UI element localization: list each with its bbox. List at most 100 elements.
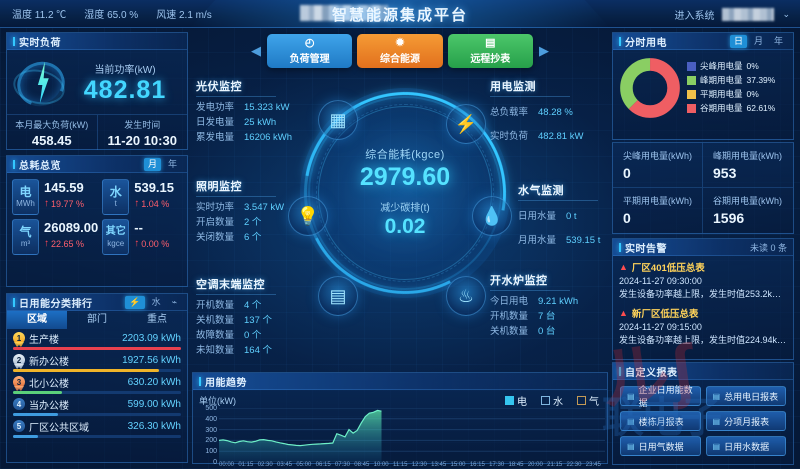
gas-badge: 气 m³ [12, 219, 39, 255]
rank-value: 326.30 kWh [127, 420, 181, 432]
hvac-monitoring-module[interactable]: 空调末端监控 开机数量 4 个 关机数量 137 个 故障数量 0 个 未知数量 164… [196, 276, 328, 358]
tab-day[interactable]: 日 [729, 34, 747, 48]
energy-tab-gas[interactable]: ⌁ [171, 296, 177, 307]
header-actions[interactable]: 进入系统 ⌄ [674, 7, 790, 22]
tab-month[interactable]: 月 [143, 157, 161, 171]
daily-ranking-title: 日用能分类排行 [19, 298, 93, 310]
list-item[interactable]: 5 厂区公共区域 326.30 kWh [13, 419, 181, 438]
weather-strip: 温度 11.2 ℃ 湿度 65.0 % 风速 2.1 m/s [12, 6, 212, 21]
total-consumption-title: 总耗总览 [19, 160, 61, 172]
alarm-time: 2024-11-27 09:30:00 [619, 276, 702, 286]
water-drop-icon[interactable]: 💧 [472, 196, 512, 236]
boiler-row-value: 9.21 kWh [538, 296, 579, 307]
tab-area[interactable]: 区域 [7, 311, 67, 329]
boiler-row-value: 7 台 [538, 311, 556, 322]
hvac-row-label: 开机数量 [196, 300, 235, 311]
rank-value: 1927.56 kWh [122, 354, 181, 366]
tab-year[interactable]: 年 [773, 35, 783, 46]
boiler-monitoring-module[interactable]: 开水炉监控 今日用电 9.21 kWh 开机数量 7 台 关机数量 0 台 [490, 272, 622, 339]
chart-y-tick: 400 [205, 415, 217, 423]
daily-ranking-tabs[interactable]: 区域 部门 重点 [7, 311, 187, 329]
energy-trend-header: 用能趋势 [193, 373, 607, 390]
monthly-max-label: 本月最大负荷(kW) [15, 120, 89, 130]
current-power-label: 当前功率(kW) [94, 65, 156, 76]
tab-key[interactable]: 重点 [147, 314, 167, 325]
report-button-subitem-monthly[interactable]: ▤ 分项月报表 [705, 411, 786, 431]
hvac-row-label: 关机数量 [196, 315, 235, 326]
total-item-other[interactable]: 其它 kgce -- ↑ 0.00 % [102, 219, 182, 255]
list-item[interactable]: 2 新办公楼 1927.56 kWh [13, 353, 181, 372]
daily-ranking-energy-tabs[interactable]: ⚡ 水 ⌁ [125, 295, 181, 309]
arrow-up-icon: ↑ [134, 238, 140, 249]
tab-month[interactable]: 月 [753, 35, 763, 46]
lighting-row-value: 6 个 [244, 232, 262, 243]
hvac-row-label: 未知数量 [196, 345, 235, 356]
total-consumption-period-tabs[interactable]: 月 年 [143, 157, 181, 171]
chart-x-tick: 06:15 [315, 462, 331, 468]
tab-department[interactable]: 部门 [87, 314, 107, 325]
title-marker-icon [13, 36, 15, 46]
list-item[interactable]: ▲ 新厂区低压总表 2024-11-27 09:15:00 发生设备功率越上限，… [619, 306, 787, 346]
time-of-use-header: 分时用电 日 月 年 [613, 33, 793, 50]
report-button-daily-water[interactable]: ▤ 日用水数据 [705, 436, 786, 456]
nav-next-icon[interactable]: ▶ [538, 43, 549, 58]
chart-y-tick: 500 [205, 405, 217, 412]
report-button-daily-gas[interactable]: ▤ 日用气数据 [620, 436, 701, 456]
nav-button-remote-meter[interactable]: ▤ 远程抄表 [447, 34, 533, 68]
boiler-icon[interactable]: ♨ [446, 276, 486, 316]
pv-monitoring-module[interactable]: 光伏监控 发电功率 15.323 kW 日发电量 25 kWh 累发电量 16206 … [196, 78, 328, 145]
water-row-label: 日用水量 [518, 211, 557, 222]
lightbulb-icon[interactable]: 💡 [288, 196, 328, 236]
list-item[interactable]: 1 生产楼 2203.09 kWh [13, 331, 181, 350]
time-of-use-tabs[interactable]: 日 月 年 [729, 34, 787, 48]
chevron-down-icon[interactable]: ⌄ [782, 9, 790, 19]
chart-legend[interactable]: 电 水 气 [505, 393, 599, 408]
total-energy-label: 综合能耗(kgce) [365, 149, 445, 161]
total-item-electricity[interactable]: 电 MWh 145.59 ↑ 19.77 % [12, 179, 98, 215]
tab-year[interactable]: 年 [167, 158, 177, 169]
rank-bar [13, 347, 181, 350]
electricity-bolt-icon[interactable]: ⚡ [446, 104, 486, 144]
legend-electricity[interactable]: 电 [505, 393, 527, 408]
report-icon: ▤ [627, 416, 635, 426]
hvac-title: 空调末端监控 [196, 276, 276, 295]
daily-ranking-header: 日用能分类排行 ⚡ 水 ⌁ [7, 294, 187, 311]
report-button-total-electricity-daily[interactable]: ▤ 总用电日报表 [705, 386, 786, 406]
rank-bar [13, 391, 181, 394]
chart-y-tick: 100 [205, 448, 217, 456]
chart-x-tick: 16:15 [469, 462, 485, 468]
center-nav[interactable]: ◀ ◴ 负荷管理 ✹ 综合能源 ▤ 远程抄表 ▶ [250, 32, 550, 70]
water-gas-monitoring-module[interactable]: 水气监测 日用水量 0 t 月用水量 539.15 t [518, 182, 622, 248]
legend-flat: 平期用电量 0% [687, 87, 787, 101]
total-item-water[interactable]: 水 t 539.15 ↑ 1.04 % [102, 179, 182, 215]
legend-water[interactable]: 水 [541, 393, 563, 408]
nav-button-integrated-energy[interactable]: ✹ 综合能源 [357, 34, 443, 68]
energy-tab-water[interactable]: 水 [151, 296, 161, 307]
nav-prev-icon[interactable]: ◀ [251, 43, 261, 58]
alarm-description: 发生设备功率越上限，发生时值224.94kW... [619, 335, 787, 345]
water-value: 539.15 [134, 180, 174, 195]
chart-x-tick: 13:45 [431, 462, 447, 468]
list-item[interactable]: 4 当办公楼 599.00 kWh [13, 397, 181, 416]
nav-button-load-management[interactable]: ◴ 负荷管理 [267, 34, 353, 68]
legend-gas[interactable]: 气 [577, 393, 599, 408]
list-item[interactable]: ▲ 厂区401低压总表 2024-11-27 09:30:00 发生设备功率越上… [619, 260, 787, 300]
electricity-monitoring-module[interactable]: 用电监测 总负载率 48.28 % 实时负荷 482.81 kW [490, 78, 622, 144]
report-button-building-monthly[interactable]: ▤ 楼栋月报表 [620, 411, 701, 431]
lighting-monitoring-module[interactable]: 照明监控 实时功率 3.547 kW 开启数量 2 个 关闭数量 6 个 [196, 178, 328, 245]
central-gauge-text: 综合能耗(kgce) 2979.60 减少碳排(t) 0.02 [300, 146, 510, 239]
list-item[interactable]: 3 北小公楼 630.20 kWh [13, 375, 181, 394]
hvac-row-value: 4 个 [244, 300, 262, 311]
lighting-row-label: 关闭数量 [196, 232, 235, 243]
air-conditioner-icon[interactable]: ▤ [318, 276, 358, 316]
report-button-enterprise-daily-energy[interactable]: ▤ 企业日用能数据 [620, 385, 701, 408]
energy-tab-electricity[interactable]: ⚡ [125, 295, 145, 309]
title-marker-icon [199, 376, 201, 386]
total-energy-value: 2979.60 [359, 163, 451, 191]
report-icon: ▤ [627, 391, 635, 401]
enter-system-label[interactable]: 进入系统 [674, 11, 715, 22]
time-of-use-body: 尖峰用电量 0% 峰期用电量 37.39% 平期用电量 0% 谷期用电量 62.61% [613, 50, 793, 121]
total-item-gas[interactable]: 气 m³ 26089.00 ↑ 22.65 % [12, 219, 98, 255]
solar-panel-icon[interactable]: ▦ [318, 100, 358, 140]
total-consumption-grid: 电 MWh 145.59 ↑ 19.77 % 水 t 539.15 ↑ 1.04 %… [7, 173, 187, 261]
